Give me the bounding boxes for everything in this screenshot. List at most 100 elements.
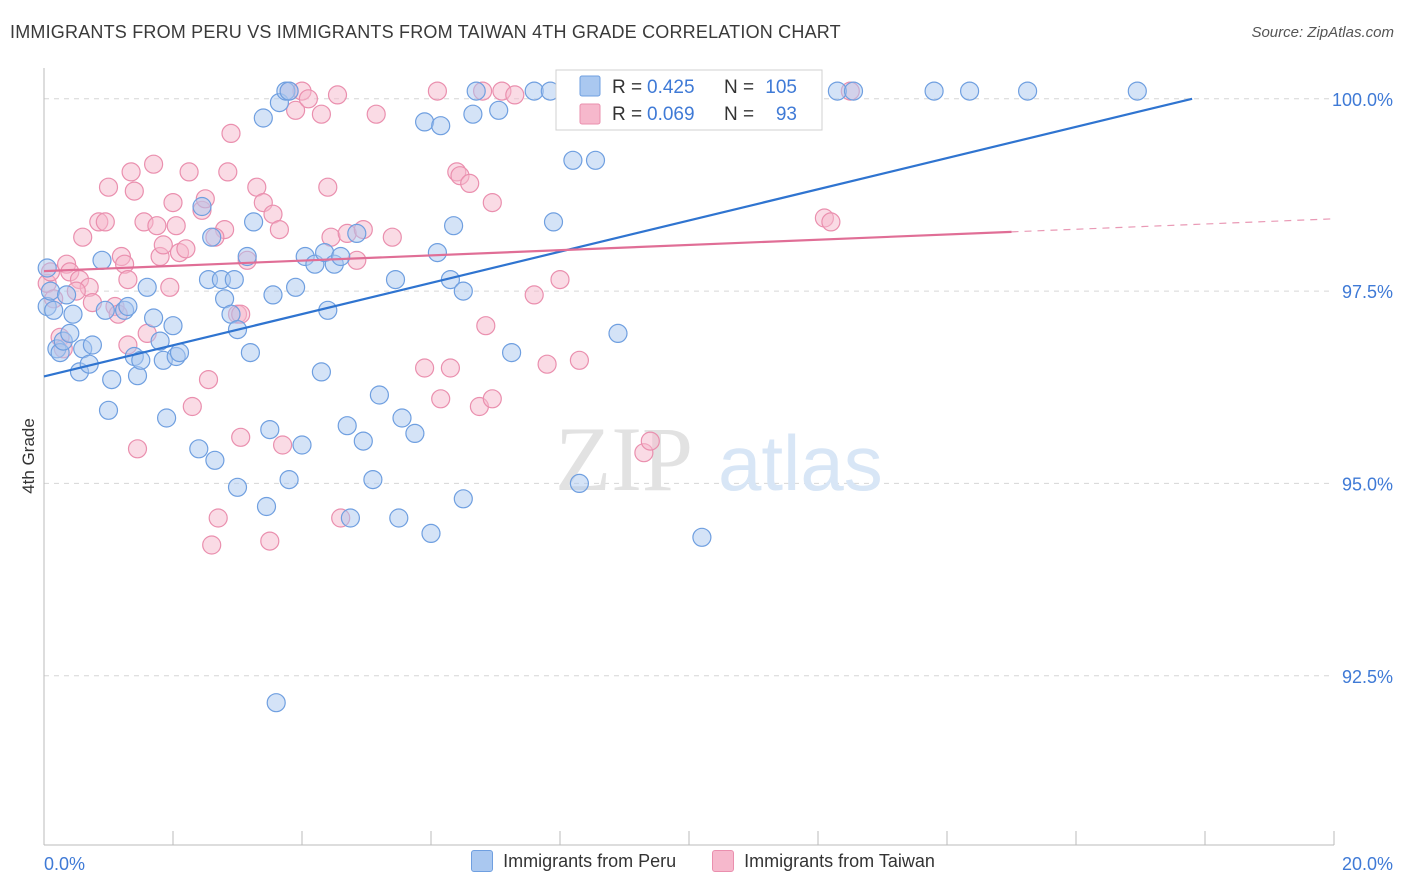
taiwan-trend-line [43, 230, 1012, 273]
legend-item-taiwan[interactable]: Immigrants from Taiwan [712, 850, 935, 872]
taiwan-point [366, 104, 386, 124]
taiwan-point [569, 350, 590, 370]
taiwan-point [427, 81, 447, 101]
taiwan-point [460, 173, 480, 193]
taiwan-point [298, 89, 318, 109]
legend-item-peru[interactable]: Immigrants from Peru [471, 850, 676, 872]
watermark-atlas: atlas [718, 419, 883, 507]
peru-point [463, 104, 483, 124]
peru-point [95, 300, 115, 320]
peru-point [163, 316, 183, 336]
peru-point [150, 331, 170, 351]
peru-point [102, 370, 122, 390]
taiwan-point [821, 212, 841, 232]
peru-point [502, 343, 522, 363]
peru-point [421, 523, 441, 544]
peru-trend-line [43, 97, 1193, 378]
taiwan-point [311, 104, 331, 124]
taiwan-point [121, 162, 141, 182]
taiwan-point [218, 162, 238, 182]
peru-point [959, 81, 980, 101]
peru-point [131, 350, 151, 370]
taiwan-point [286, 100, 306, 120]
taiwan-r-label: R = [612, 104, 642, 125]
peru-n-label: N = [724, 77, 754, 98]
peru-point [415, 112, 435, 132]
taiwan-point [415, 358, 435, 378]
peru-point [337, 416, 357, 436]
peru-point [843, 81, 864, 101]
peru-point [240, 343, 260, 363]
source-label: Source: ZipAtlas.com [1251, 24, 1394, 41]
peru-point [40, 281, 61, 301]
peru-point [63, 304, 83, 324]
peru-point [279, 81, 299, 101]
peru-point [608, 323, 628, 343]
taiwan-point [179, 162, 199, 182]
peru-point [431, 116, 451, 136]
taiwan-point [182, 396, 202, 417]
y-tick-label: 97.5% [1342, 282, 1393, 302]
peru-point [92, 250, 112, 270]
peru-point [585, 150, 606, 170]
taiwan-n-label: N = [724, 104, 754, 125]
x-tick-label-min: 0.0% [44, 854, 85, 874]
peru-point [205, 450, 225, 470]
peru-point [466, 81, 486, 101]
taiwan-point [124, 181, 144, 201]
peru-points [37, 81, 1147, 713]
watermark: ZIP atlas [555, 408, 883, 510]
taiwan-point [382, 227, 402, 247]
peru-point [244, 212, 264, 232]
peru-point [253, 108, 273, 128]
peru-point [363, 470, 383, 490]
taiwan-r-value: 0.069 [647, 104, 695, 125]
peru-point [189, 439, 209, 459]
peru-point [543, 212, 564, 232]
peru-point [389, 508, 409, 528]
peru-point [340, 508, 360, 528]
peru-point [827, 81, 848, 101]
peru-point [353, 431, 373, 451]
legend: Immigrants from Peru Immigrants from Tai… [0, 850, 1406, 872]
taiwan-point [198, 370, 219, 390]
taiwan-point [476, 316, 496, 336]
taiwan-point [260, 531, 280, 551]
peru-point [144, 308, 164, 328]
taiwan-point [347, 250, 367, 270]
taiwan-point [505, 85, 525, 105]
peru-point [453, 281, 473, 301]
taiwan-point [176, 239, 196, 259]
peru-point [224, 270, 244, 290]
taiwan-swatch [712, 850, 735, 872]
peru-point [56, 285, 77, 305]
taiwan-point [537, 354, 557, 374]
peru-point [118, 296, 138, 317]
taiwan-point [550, 270, 570, 290]
peru-point [392, 408, 412, 428]
peru-swatch [471, 850, 494, 872]
taiwan-trend-extension [1011, 218, 1335, 233]
taiwan-point [318, 177, 338, 197]
peru-point [924, 81, 944, 101]
peru-point [692, 527, 712, 547]
peru-point [1017, 81, 1038, 101]
peru-point [331, 246, 351, 267]
taiwan-point [221, 123, 241, 143]
peru-point [347, 223, 367, 243]
peru-point [98, 400, 119, 420]
peru-point [263, 285, 283, 305]
taiwan-point [166, 216, 186, 236]
peru-point [427, 243, 447, 263]
y-axis-label: 4th Grade [19, 418, 38, 494]
peru-point [385, 270, 406, 290]
taiwan-point [269, 220, 289, 240]
trend-lines [43, 97, 1335, 378]
peru-point [202, 227, 222, 247]
peru-point [453, 489, 473, 509]
peru-point [37, 258, 57, 278]
taiwan-stat-swatch [579, 103, 601, 125]
peru-point [444, 216, 464, 236]
taiwan-point [640, 431, 660, 451]
tick-labels: 92.5% 95.0% 97.5% 100.0% 0.0% 20.0% [43, 90, 1393, 874]
